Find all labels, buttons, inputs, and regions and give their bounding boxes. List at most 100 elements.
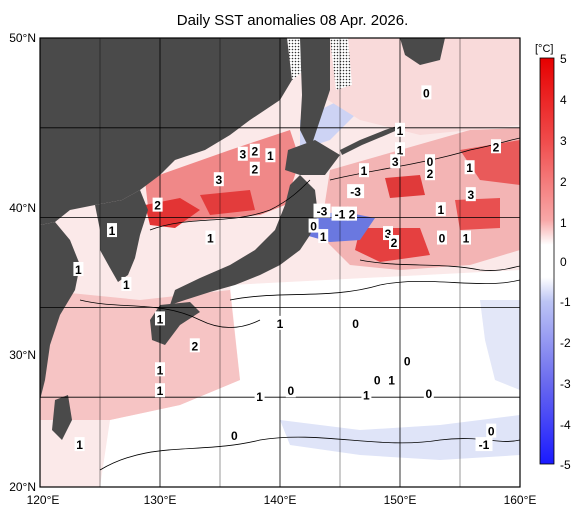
map-frame — [39, 37, 521, 488]
colorbar-tick: 3 — [560, 134, 567, 148]
contour-label: 0 — [439, 232, 446, 246]
contour-label: 1 — [157, 312, 164, 326]
contour-label-bg — [491, 139, 501, 154]
contour-label: 1 — [207, 232, 214, 246]
contour-label: 1 — [463, 232, 470, 246]
contour-label-bg — [402, 353, 413, 368]
colorbar-tick: 2 — [560, 175, 567, 189]
contour-label-bg — [155, 383, 165, 398]
contour-label: 0 — [488, 425, 495, 439]
contour-label: 1 — [361, 164, 368, 178]
sea-ice-area-2 — [330, 38, 352, 90]
contour-label: 0 — [231, 429, 238, 443]
contour-label: 0 — [352, 317, 359, 331]
contour-label: -1 — [335, 208, 346, 222]
contour-label: 1 — [75, 263, 82, 277]
contour-label-bg — [74, 437, 85, 452]
anomaly-okhotsk — [300, 38, 520, 135]
colorbar-tick: -5 — [560, 458, 571, 472]
land-hokkaido — [285, 140, 340, 175]
contour-label-bg — [395, 142, 405, 157]
contour-label: 2 — [349, 208, 356, 222]
colorbar — [539, 57, 555, 465]
contour-label-bg — [350, 315, 361, 330]
contour-label: 1 — [397, 143, 404, 157]
contour-label-bg — [189, 338, 200, 353]
colorbar-tick: 5 — [560, 52, 567, 66]
contour-label: 1 — [388, 374, 395, 388]
contour-label-bg — [107, 223, 117, 238]
land-honshu — [170, 175, 318, 305]
contour-label: 2 — [493, 140, 500, 154]
x-tick-label: 140°E — [263, 493, 297, 507]
contour-label-bg — [229, 428, 240, 443]
contour-label: 0 — [287, 384, 294, 398]
contour-label-bg — [213, 172, 224, 187]
contour-label: 1 — [123, 278, 130, 292]
anomaly-warm-east-china-sea — [40, 290, 240, 420]
contour-label: 3 — [239, 148, 246, 162]
contour-label: 1 — [267, 149, 274, 163]
contour-label: 2 — [154, 199, 161, 213]
map-title: Daily SST anomalies 08 Apr. 2026. — [176, 12, 409, 29]
contour-label-bg — [249, 161, 260, 176]
colorbar-unit: [°C] — [535, 43, 554, 55]
colorbar-tick: 0 — [560, 255, 567, 269]
contour-label-bg — [155, 311, 165, 326]
contour-label-bg — [372, 372, 383, 387]
contour-label-bg — [254, 389, 265, 404]
anomaly-warm-core-east — [460, 140, 520, 185]
contour-label: 3 — [215, 173, 222, 187]
colorbar-tick: 1 — [560, 216, 567, 230]
contour-label-bg — [155, 362, 165, 377]
contour-label-bg — [73, 261, 84, 276]
contour-label: 2 — [191, 339, 198, 353]
contour-label: 1 — [363, 389, 370, 403]
contour-label-bg — [285, 383, 296, 398]
contour-label: 1 — [157, 363, 164, 377]
contour-label-bg — [389, 235, 399, 250]
colorbar-tick: -4 — [560, 418, 571, 432]
contour-label: 0 — [423, 86, 430, 100]
contour-label: 1 — [256, 390, 263, 404]
contour-label-bg — [249, 143, 260, 158]
contour-label-bg — [425, 166, 435, 181]
contour-label-bg — [421, 85, 432, 100]
contour-label-bg — [347, 184, 365, 199]
contour-label-bg — [265, 148, 276, 163]
land-korea — [95, 190, 148, 282]
anomaly-slight-negative-east — [480, 300, 520, 390]
land-kurils — [340, 125, 402, 155]
contour-label: 0 — [425, 387, 432, 401]
contour-label-bg — [205, 230, 216, 245]
contour-label-bg — [423, 386, 434, 401]
contour-label-bg — [152, 197, 163, 212]
contour-label-bg — [390, 154, 401, 169]
contour-label: 3 — [392, 155, 399, 169]
contour-label-bg — [475, 437, 493, 452]
contour-label: 1 — [157, 384, 164, 398]
anomaly-warm-core-japan-sea-2 — [200, 190, 255, 215]
contour-label: -3 — [350, 185, 361, 199]
contour-label-bg — [383, 226, 393, 241]
contour-label: 1 — [320, 230, 327, 244]
contour-label: 3 — [385, 227, 392, 241]
contour-label-bg — [347, 206, 357, 221]
y-tick-label: 20°N — [9, 480, 36, 494]
contour-label: 3 — [467, 188, 474, 202]
contour-label-bg — [464, 160, 475, 175]
colorbar-tick: -1 — [560, 295, 571, 309]
anomaly-warm-core-mid — [385, 175, 425, 198]
contour-label: 2 — [427, 167, 434, 181]
x-tick-label: 120°E — [26, 493, 60, 507]
colorbar-tick: 4 — [560, 93, 567, 107]
contour-label-bg — [313, 203, 331, 218]
contour-label-bg — [486, 423, 497, 438]
x-tick-label: 130°E — [143, 493, 177, 507]
contour-label: 1 — [76, 438, 83, 452]
contour-label: 0 — [427, 155, 434, 169]
contour-label: 1 — [437, 203, 444, 217]
contour-label-bg — [395, 122, 405, 137]
contour-label: 2 — [251, 163, 258, 177]
